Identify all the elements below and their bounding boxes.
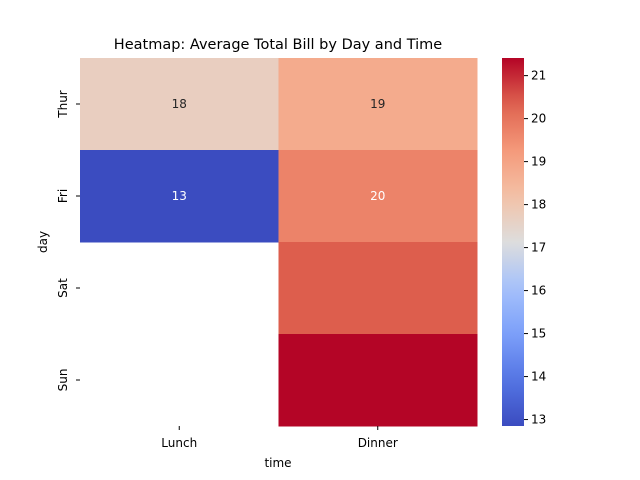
cell-annotation: 13 <box>172 189 187 203</box>
y-tick-label: Fri <box>56 189 70 203</box>
y-tick-label: Sat <box>56 278 70 298</box>
colorbar-tick-label: 16 <box>531 284 546 298</box>
colorbar-tick-label: 18 <box>531 198 546 212</box>
x-tick-label: Lunch <box>161 436 197 450</box>
colorbar-ticks: 13 14 15 16 17 18 19 20 21 <box>524 69 546 427</box>
cell-annotation: 19 <box>370 97 385 111</box>
heatmap-cells: 18 19 13 20 <box>80 58 478 427</box>
heatmap-cell <box>278 334 478 427</box>
y-axis: Thur Fri Sat Sun <box>56 90 80 391</box>
y-tick-label: Thur <box>56 90 70 119</box>
colorbar <box>502 58 524 426</box>
heatmap-cell <box>80 150 279 243</box>
colorbar-tick-label: 20 <box>531 112 546 126</box>
colorbar-tick-label: 14 <box>531 370 546 384</box>
x-axis: Lunch Dinner <box>161 426 398 450</box>
colorbar-tick-label: 21 <box>531 69 546 83</box>
heatmap-cell <box>80 58 279 151</box>
heatmap-cell <box>278 58 478 151</box>
y-axis-label: day <box>36 231 50 253</box>
cell-annotation: 18 <box>172 97 187 111</box>
x-axis-label: time <box>264 456 291 470</box>
colorbar-tick-label: 15 <box>531 327 546 341</box>
colorbar-tick-label: 19 <box>531 155 546 169</box>
chart-title: Heatmap: Average Total Bill by Day and T… <box>114 37 442 53</box>
cell-annotation: 20 <box>370 189 385 203</box>
x-tick-label: Dinner <box>358 436 398 450</box>
heatmap-cell <box>278 242 478 335</box>
heatmap-cell <box>278 150 478 243</box>
y-tick-label: Sun <box>56 369 70 392</box>
colorbar-tick-label: 13 <box>531 413 546 427</box>
colorbar-tick-label: 17 <box>531 241 546 255</box>
